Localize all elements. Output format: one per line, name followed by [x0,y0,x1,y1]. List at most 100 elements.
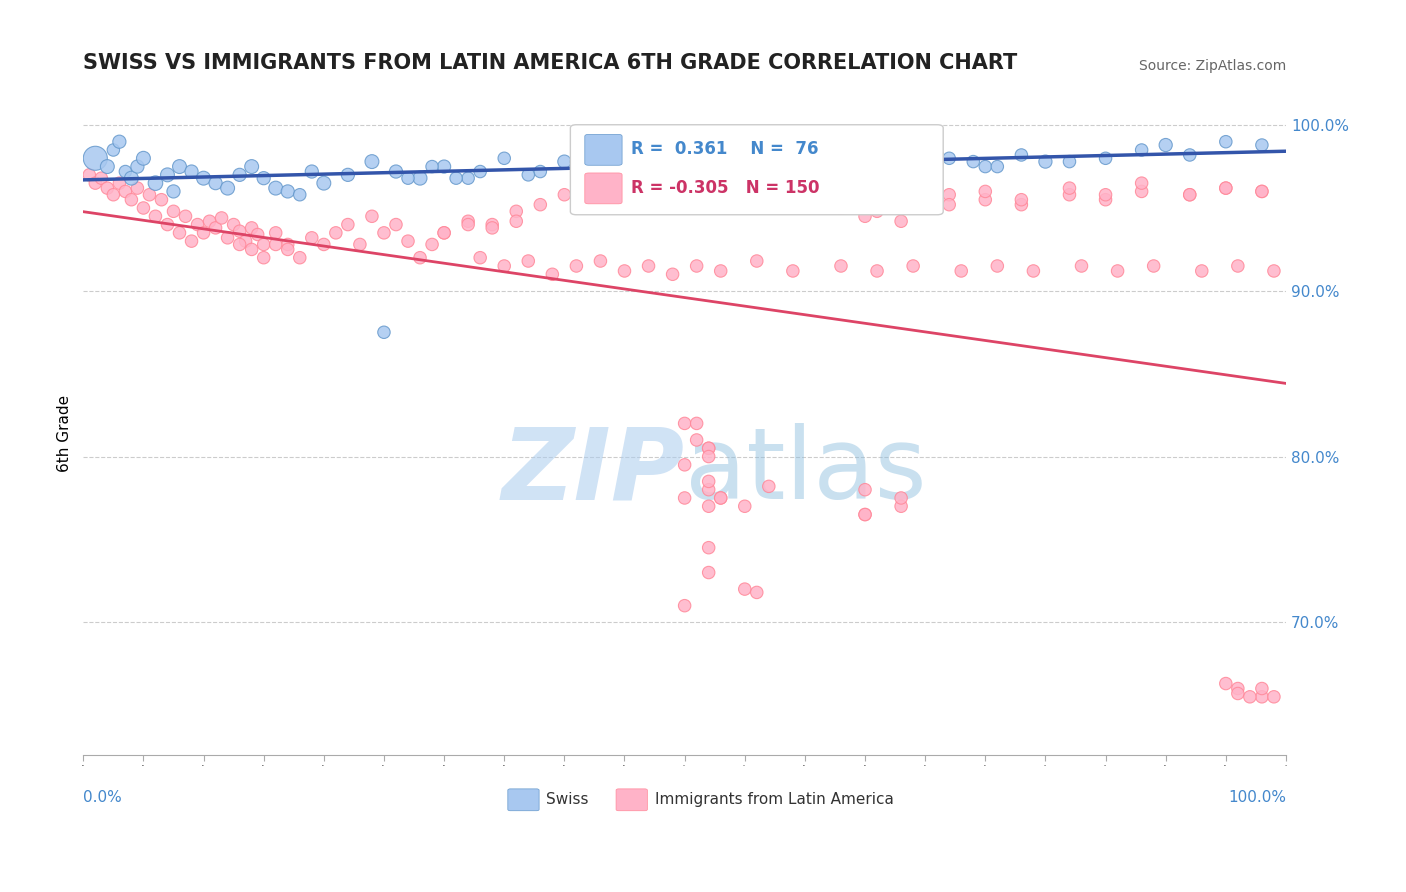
Point [1215,676,1237,690]
Point [204,220,226,235]
Point [385,218,408,232]
Point [156,218,179,232]
Point [127,181,149,195]
Point [697,500,720,514]
Point [974,185,997,199]
Point [986,160,1008,174]
Point [734,500,756,514]
Point [120,193,142,207]
Point [661,267,683,281]
Point [373,326,395,340]
Point [1143,259,1166,273]
Point [697,475,720,489]
Point [769,193,792,207]
Point [193,171,215,186]
Point [673,458,696,472]
Point [1059,154,1081,169]
Point [336,218,359,232]
Point [433,226,456,240]
Point [853,154,876,169]
Point [1251,690,1274,704]
Point [187,218,209,232]
Point [710,151,733,165]
Point [938,197,960,211]
Point [901,151,924,165]
Point [673,491,696,505]
Point [1226,686,1249,700]
Point [361,154,384,169]
Point [673,143,696,157]
Point [1070,259,1092,273]
Point [853,187,876,202]
Point [578,181,600,195]
Point [457,218,479,232]
Point [553,154,575,169]
Text: atlas: atlas [685,424,927,520]
Point [650,154,672,169]
Point [1226,681,1249,696]
Point [1263,690,1285,704]
Point [264,181,287,195]
Point [162,185,184,199]
Point [264,226,287,240]
Point [1263,264,1285,278]
Point [734,151,756,165]
FancyBboxPatch shape [585,173,621,204]
Point [914,187,936,202]
Y-axis label: 6th Grade: 6th Grade [58,395,72,472]
Point [169,226,191,240]
Point [235,234,257,248]
Point [277,185,299,199]
Point [637,259,659,273]
Point [697,450,720,464]
Point [1035,154,1057,169]
Point [150,193,173,207]
Point [974,160,997,174]
Point [613,264,636,278]
Point [710,264,733,278]
Point [853,209,876,223]
Point [853,508,876,522]
Point [661,154,683,169]
Point [830,201,852,215]
Point [626,171,648,186]
Point [228,224,250,238]
Point [1251,138,1274,153]
Point [541,267,564,281]
Point [782,264,804,278]
Point [818,154,841,169]
Point [830,259,852,273]
Point [1215,181,1237,195]
Point [457,171,479,186]
Point [938,151,960,165]
Point [145,176,167,190]
Point [1130,185,1153,199]
Point [1239,690,1261,704]
Point [793,160,815,174]
Point [673,599,696,613]
Point [529,164,551,178]
Point [1251,185,1274,199]
Point [494,151,516,165]
Point [312,237,335,252]
Point [361,209,384,223]
Point [96,181,118,195]
Point [866,160,889,174]
Point [578,160,600,174]
Text: Immigrants from Latin America: Immigrants from Latin America [655,792,893,807]
Text: ZIP: ZIP [502,424,685,520]
Text: 100.0%: 100.0% [1227,790,1286,805]
Point [1178,187,1201,202]
Point [312,176,335,190]
Point [288,251,311,265]
Point [1191,264,1213,278]
Point [481,218,503,232]
Point [494,259,516,273]
Point [1130,143,1153,157]
Point [240,220,263,235]
Point [818,185,841,199]
Point [1178,187,1201,202]
Point [301,231,323,245]
Point [132,201,155,215]
Point [626,151,648,165]
